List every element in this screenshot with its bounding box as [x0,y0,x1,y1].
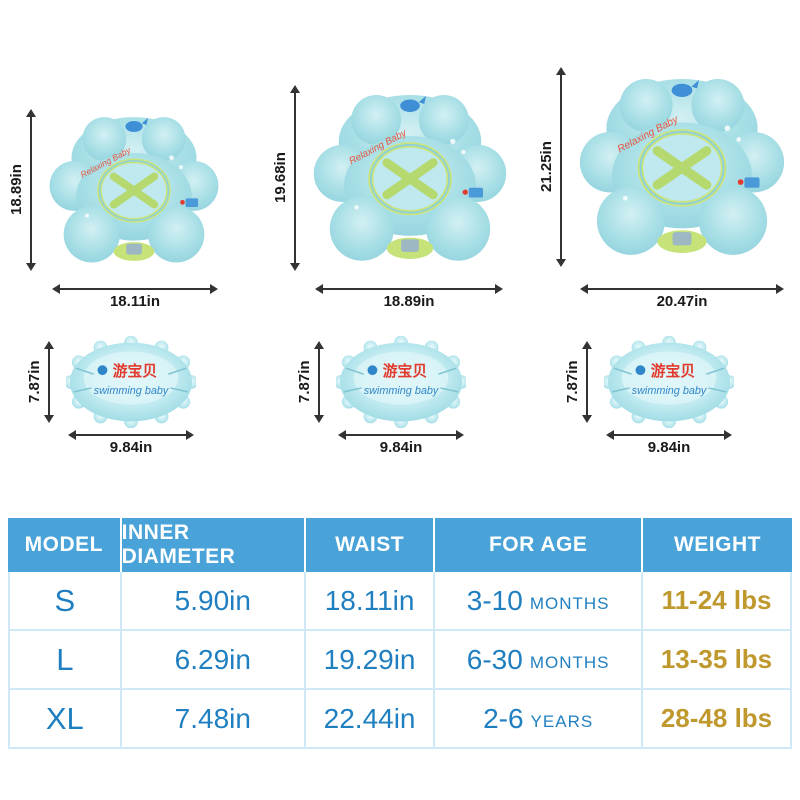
float-xl-width-dim: 20.47in [580,284,784,310]
dimension-arrow [290,85,300,271]
brand-mark-icon [635,365,646,376]
dimension-arrow [556,67,566,267]
dimension-arrow [338,430,464,440]
waist-cell: 18.11in [305,572,436,631]
brand-en-text: swimming baby [94,385,169,397]
brand-mark-icon [367,365,378,376]
age-unit: MONTHS [529,593,610,613]
header-inner-diameter: INNER DIAMETER [121,518,306,572]
table-row: XL 7.48in 22.44in 2-6 YEARS 28-48 lbs [8,690,792,749]
float-s-height-dim: 18.89in [8,109,36,271]
whale-print-icon [125,117,149,132]
size-spec-table: MODEL INNER DIAMETER WAIST FOR AGE WEIGH… [8,518,792,749]
age-value: 3-10 [466,584,523,616]
float-front-view-s: Relaxing Baby [49,117,219,263]
pillow-view-xl: 游宝贝 swimming baby [604,336,734,428]
dim-label: 21.25in [538,141,555,193]
float-front-view-l: Relaxing Baby [313,95,507,261]
float-front-view-xl: Relaxing Baby [579,79,785,255]
dim-label: 18.89in [8,164,25,216]
dimension-arrow [582,341,592,423]
dimension-arrow [44,341,54,423]
pillow-view-s: 游宝贝 swimming baby [66,336,196,428]
dim-label: 19.68in [272,152,289,204]
dim-label: 7.87in [296,360,313,404]
dim-label: 20.47in [656,293,708,310]
age-unit: MONTHS [529,652,610,672]
pillow-xl-height-dim: 7.87in [564,341,592,423]
pillow-l-height-dim: 7.87in [296,341,324,423]
model-cell: S [8,572,122,631]
dim-label: 18.89in [383,293,435,310]
header-weight: WEIGHT [643,518,792,572]
weight-cell: 13-35 lbs [643,631,792,690]
inner-diameter-cell: 6.29in [121,631,306,690]
age-cell: 2-6 YEARS [435,690,644,749]
float-xl-height-dim: 21.25in [538,67,566,267]
pillow-s-width-dim: 9.84in [68,430,194,456]
table-header-row: MODEL INNER DIAMETER WAIST FOR AGE WEIGH… [8,518,792,572]
float-l-width-dim: 18.89in [315,284,503,310]
float-l-height-dim: 19.68in [272,85,300,271]
brand-cn-text: 游宝贝 [383,362,427,380]
pillow-view-l: 游宝贝 swimming baby [336,336,466,428]
header-model: MODEL [8,518,122,572]
dim-label: 7.87in [564,360,581,404]
product-dimension-views: Relaxing Baby 18.89in 18.11in [8,67,785,456]
side-badge [744,177,760,188]
inner-diameter-cell: 5.90in [121,572,306,631]
dimension-arrow [52,284,218,294]
age-unit: YEARS [530,711,594,731]
brand-cn-text: 游宝贝 [113,362,157,380]
brand-mark-icon [97,365,108,376]
age-cell: 6-30 MONTHS [435,631,644,690]
age-cell: 3-10 MONTHS [435,572,644,631]
age-value: 6-30 [466,643,523,675]
dim-label: 9.84in [647,439,691,456]
weight-cell: 11-24 lbs [643,572,792,631]
side-badge [185,198,199,207]
header-waist: WAIST [305,518,436,572]
brand-en-text: swimming baby [632,385,707,397]
pillow-l-width-dim: 9.84in [338,430,464,456]
waist-cell: 22.44in [305,690,436,749]
dimension-arrow [580,284,784,294]
pillow-xl-width-dim: 9.84in [606,430,732,456]
dim-label: 18.11in [109,293,161,310]
dimension-arrow [68,430,194,440]
header-for-age: FOR AGE [435,518,644,572]
side-badge [468,187,484,198]
inner-diameter-cell: 7.48in [121,690,306,749]
model-cell: XL [8,690,122,749]
waist-cell: 19.29in [305,631,436,690]
dim-label: 7.87in [26,360,43,404]
float-s-width-dim: 18.11in [52,284,218,310]
dimension-arrow [606,430,732,440]
model-cell: L [8,631,122,690]
dimension-arrow [314,341,324,423]
whale-print-icon [400,95,427,112]
whale-print-icon [671,79,700,97]
age-value: 2-6 [483,702,524,734]
dim-label: 9.84in [109,439,153,456]
weight-cell: 28-48 lbs [643,690,792,749]
dimension-arrow [315,284,503,294]
table-row: L 6.29in 19.29in 6-30 MONTHS 13-35 lbs [8,631,792,690]
dim-label: 9.84in [379,439,423,456]
pillow-s-height-dim: 7.87in [26,341,54,423]
dimension-arrow [26,109,36,271]
brand-cn-text: 游宝贝 [651,362,695,380]
table-row: S 5.90in 18.11in 3-10 MONTHS 11-24 lbs [8,572,792,631]
brand-en-text: swimming baby [364,385,439,397]
